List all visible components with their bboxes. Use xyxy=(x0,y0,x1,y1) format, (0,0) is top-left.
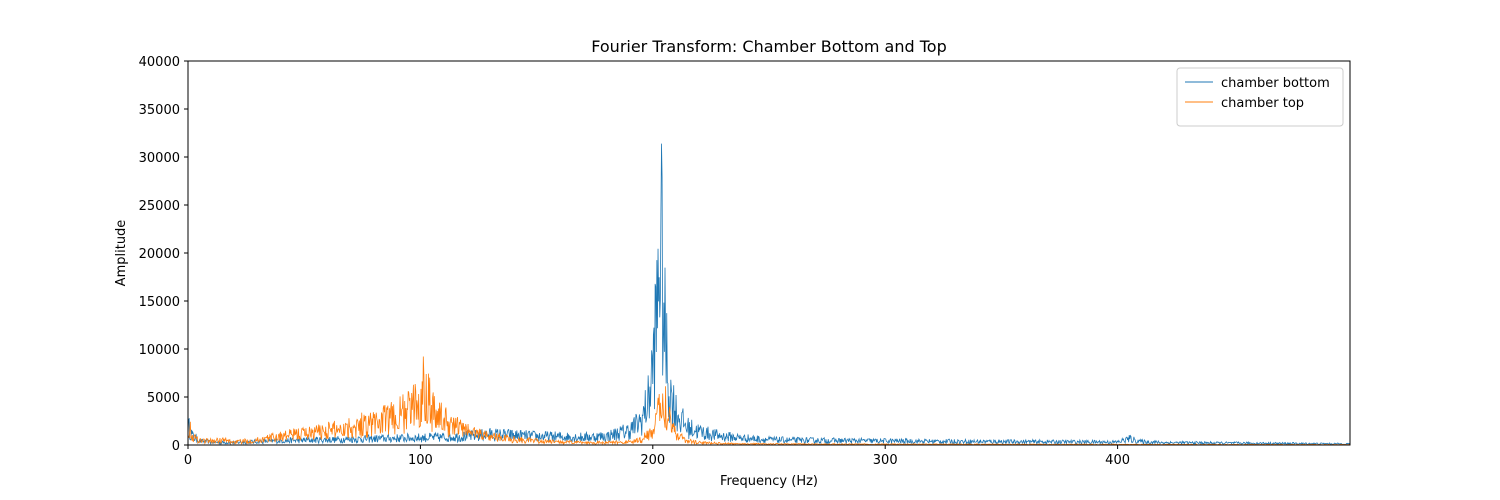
y-tick-label: 40000 xyxy=(139,55,180,70)
y-tick-label: 25000 xyxy=(139,199,180,214)
x-tick-label: 400 xyxy=(1105,453,1130,468)
y-tick-label: 20000 xyxy=(139,247,180,262)
chart-title: Fourier Transform: Chamber Bottom and To… xyxy=(591,37,946,56)
plot-area: 0 100 200 300 400 0 5000 10000 15000 20000 25000 30… xyxy=(139,55,1351,468)
legend-label-chamber-bottom: chamber bottom xyxy=(1221,76,1330,91)
legend-label-chamber-top: chamber top xyxy=(1221,96,1304,111)
x-tick-label: 0 xyxy=(184,453,192,468)
x-axis-label: Frequency (Hz) xyxy=(720,474,818,489)
y-axis-label: Amplitude xyxy=(114,220,129,287)
y-tick-label: 0 xyxy=(172,439,180,454)
x-tick-label: 200 xyxy=(640,453,665,468)
series-line-chamber-bottom xyxy=(188,143,1350,445)
y-tick-label: 10000 xyxy=(139,343,180,358)
legend: chamber bottom chamber top xyxy=(1176,67,1344,127)
x-tick-label: 100 xyxy=(408,453,433,468)
y-tick-label: 35000 xyxy=(139,103,180,118)
y-tick-label: 5000 xyxy=(147,391,180,406)
y-tick-label: 30000 xyxy=(139,151,180,166)
y-tick-label: 15000 xyxy=(139,295,180,310)
legend-box xyxy=(1176,67,1344,127)
series-line-chamber-top xyxy=(188,356,1350,445)
x-tick-label: 300 xyxy=(873,453,898,468)
